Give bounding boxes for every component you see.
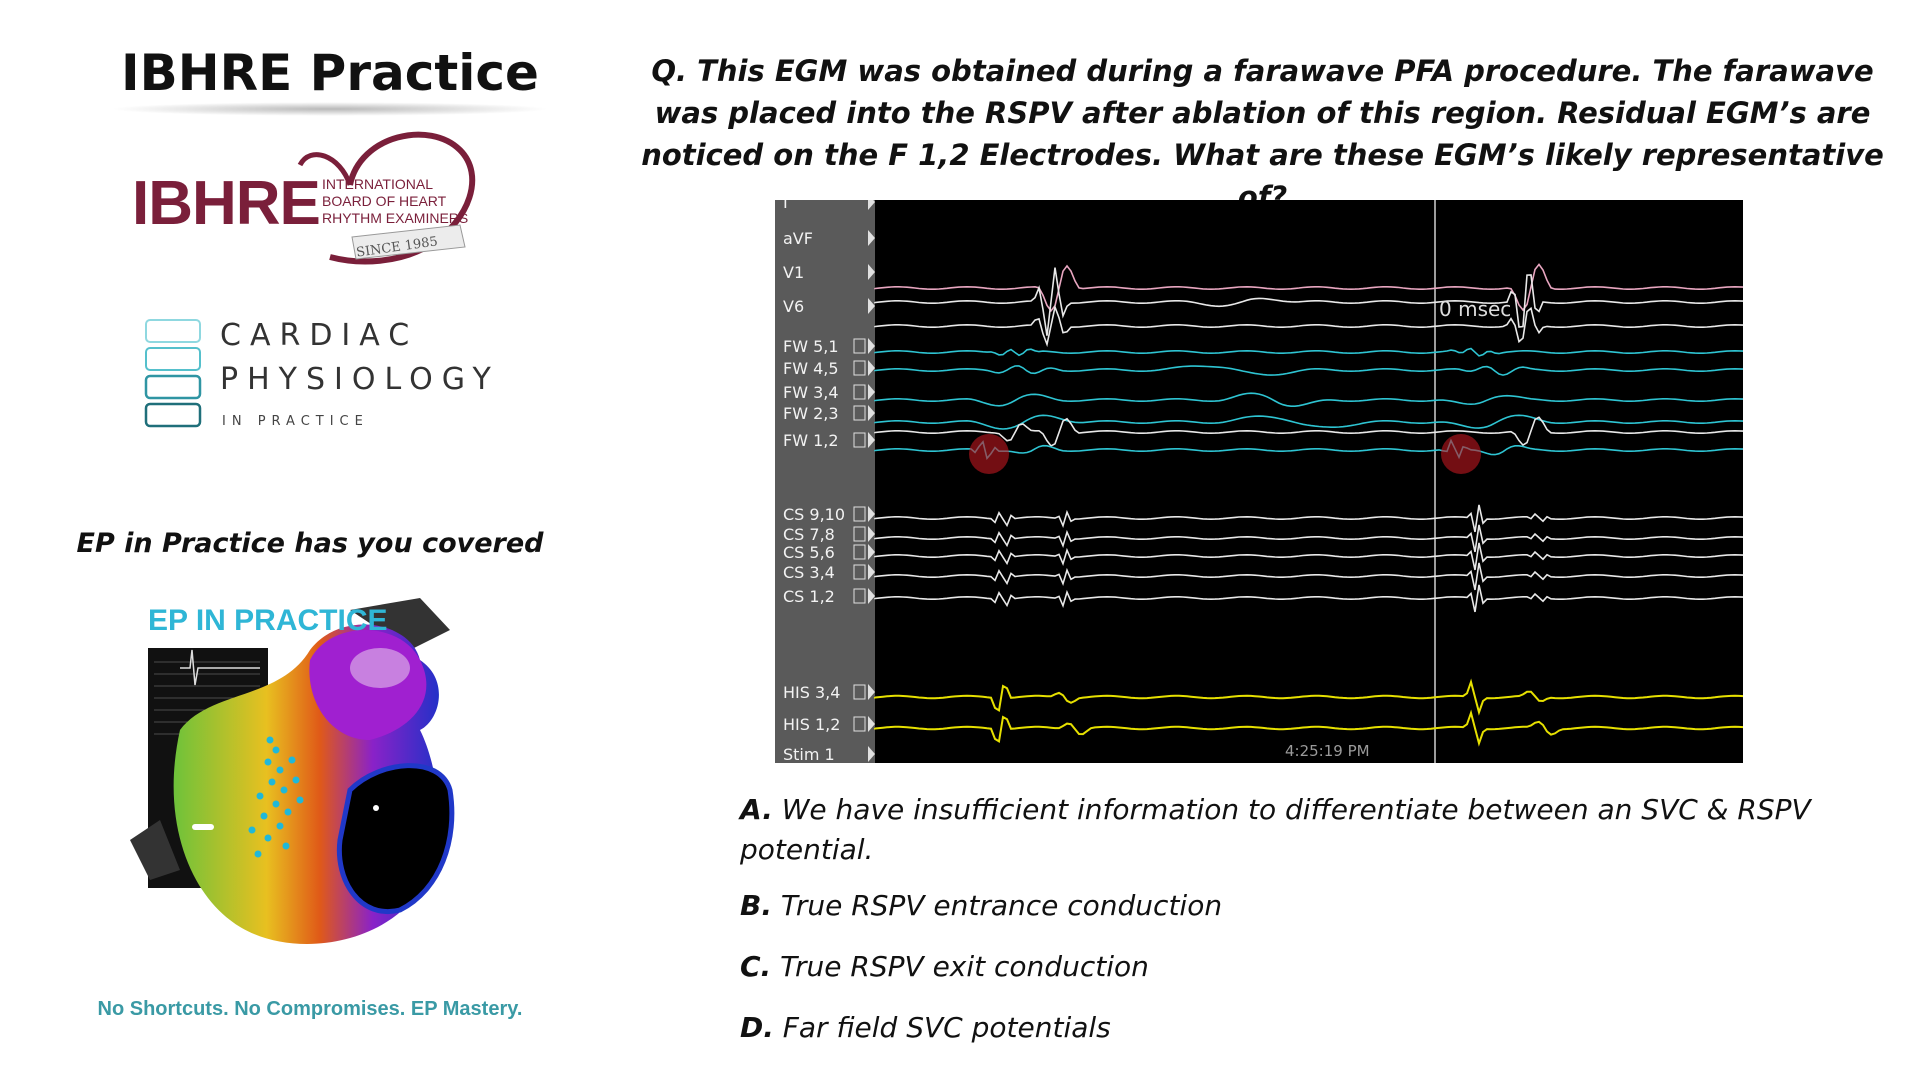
tagline: No Shortcuts. No Compromises. EP Mastery… (97, 998, 523, 1020)
channel-arrow-icon[interactable] (868, 716, 875, 732)
cardiac-logo-line3: IN PRACTICE (222, 414, 369, 429)
channel-config-box[interactable] (853, 716, 866, 732)
channel-arrow-icon[interactable] (868, 544, 875, 560)
cs-trace (874, 504, 1743, 533)
ibhre-subtitle-line: INTERNATIONAL (322, 176, 433, 192)
channel-config-box[interactable] (853, 405, 866, 421)
cursor-time-label: 0 msec (1439, 297, 1511, 321)
ecg-trace-avf (874, 304, 1743, 348)
channel-label: CS 3,4 (783, 563, 835, 582)
channel-config-box[interactable] (853, 360, 866, 376)
ecg-trace-v6 (874, 267, 1743, 336)
cs-trace (874, 542, 1743, 571)
answer-text: Far field SVC potentials (773, 1011, 1111, 1044)
fw-trace-3-4 (874, 392, 1743, 407)
cs-trace (874, 584, 1743, 613)
channel-arrow-icon[interactable] (868, 360, 875, 376)
channel-label: CS 7,8 (783, 525, 835, 544)
page-title: IBHRE Practice (121, 44, 539, 102)
channel-label-sidebar (775, 200, 875, 763)
cs-trace (874, 562, 1743, 591)
answer-option-d[interactable]: D. Far field SVC potentials (740, 1008, 1890, 1048)
ep-in-practice-logo-text: EP IN PRACTICE (148, 604, 388, 637)
answer-option-c[interactable]: C. True RSPV exit conduction (740, 947, 1890, 987)
channel-config-box[interactable] (853, 506, 866, 522)
cardiac-logo-line2: PHYSIOLOGY (220, 362, 500, 397)
answer-option-a[interactable]: A. We have insufficient information to d… (740, 790, 1890, 870)
cardiac-logo-line1: CARDIAC (220, 318, 419, 353)
cs-trace (874, 524, 1743, 553)
channel-label: HIS 1,2 (783, 715, 840, 734)
ibhre-wordmark: IBHRE (132, 169, 321, 238)
question-text: Q. This EGM was obtained during a farawa… (641, 54, 1884, 214)
channel-arrow-icon[interactable] (868, 298, 875, 314)
fw-trace-2-3 (874, 414, 1743, 430)
channel-config-box[interactable] (853, 564, 866, 580)
channel-label: CS 9,10 (783, 505, 845, 524)
channel-arrow-icon[interactable] (868, 506, 875, 522)
his-trace-3-4 (874, 678, 1743, 716)
channel-label: V6 (783, 297, 804, 316)
egm-timestamp: 4:25:19 PM (1285, 742, 1370, 760)
answer-text: True RSPV entrance conduction (771, 889, 1223, 922)
channel-arrow-icon[interactable] (868, 526, 875, 542)
channel-arrow-icon[interactable] (868, 264, 875, 280)
channel-arrow-icon[interactable] (868, 384, 875, 400)
answer-letter: B. (740, 889, 772, 922)
answer-letter: C. (740, 950, 772, 983)
channel-label: FW 3,4 (783, 383, 839, 402)
channel-label: FW 4,5 (783, 359, 839, 378)
channel-label: CS 1,2 (783, 587, 835, 606)
channel-label: CS 5,6 (783, 543, 835, 562)
channel-label: aVF (783, 229, 813, 248)
channel-arrow-icon[interactable] (868, 200, 875, 210)
channel-label: V1 (783, 263, 804, 282)
title-underline-shadow (110, 102, 550, 116)
channel-config-box[interactable] (853, 384, 866, 400)
channel-label: I (783, 200, 788, 212)
answer-text: We have insufficient information to diff… (740, 793, 1811, 866)
answer-text: True RSPV exit conduction (771, 950, 1149, 983)
channel-arrow-icon[interactable] (868, 564, 875, 580)
ibhre-subtitle: INTERNATIONAL BOARD OF HEART RHYTHM EXAM… (322, 176, 468, 227)
ecg-trace-v1 (874, 263, 1743, 313)
channel-config-box[interactable] (853, 432, 866, 448)
channel-arrow-icon[interactable] (868, 405, 875, 421)
channel-config-box[interactable] (853, 544, 866, 560)
cardiac-physiology-stack-icon (144, 319, 202, 428)
fw-trace-1-2-far-field (874, 416, 1743, 447)
ep-in-practice-heart-map-graphic (130, 598, 455, 944)
fw-trace-5-1 (874, 347, 1743, 357)
ibhre-subtitle-line: BOARD OF HEART (322, 193, 447, 209)
residual-egm-marker (1441, 434, 1481, 474)
channel-arrow-icon[interactable] (868, 588, 875, 604)
fw-trace-4-5 (874, 365, 1743, 376)
residual-egm-marker (969, 434, 1009, 474)
channel-label: FW 5,1 (783, 337, 839, 356)
channel-arrow-icon[interactable] (868, 338, 875, 354)
channel-arrow-icon[interactable] (868, 230, 875, 246)
channel-config-box[interactable] (853, 684, 866, 700)
channel-config-box[interactable] (853, 526, 866, 542)
fw-trace-1-2 (874, 438, 1743, 461)
channel-arrow-icon[interactable] (868, 746, 875, 762)
answer-letter: D. (740, 1011, 774, 1044)
channel-config-box[interactable] (853, 338, 866, 354)
channel-config-box[interactable] (853, 588, 866, 604)
answer-option-b[interactable]: B. True RSPV entrance conduction (740, 886, 1890, 926)
his-trace-1-2 (874, 709, 1743, 747)
channel-label: FW 1,2 (783, 431, 839, 450)
channel-arrow-icon[interactable] (868, 684, 875, 700)
ibhre-heart-logo (297, 131, 476, 265)
channel-label: FW 2,3 (783, 404, 839, 423)
ibhre-subtitle-line: RHYTHM EXAMINERS (322, 210, 469, 226)
channel-label: HIS 3,4 (783, 683, 840, 702)
channel-label: Stim 1 (783, 745, 835, 763)
answer-letter: A. (740, 793, 773, 826)
covered-heading: EP in Practice has you covered (76, 528, 544, 559)
channel-arrow-icon[interactable] (868, 432, 875, 448)
